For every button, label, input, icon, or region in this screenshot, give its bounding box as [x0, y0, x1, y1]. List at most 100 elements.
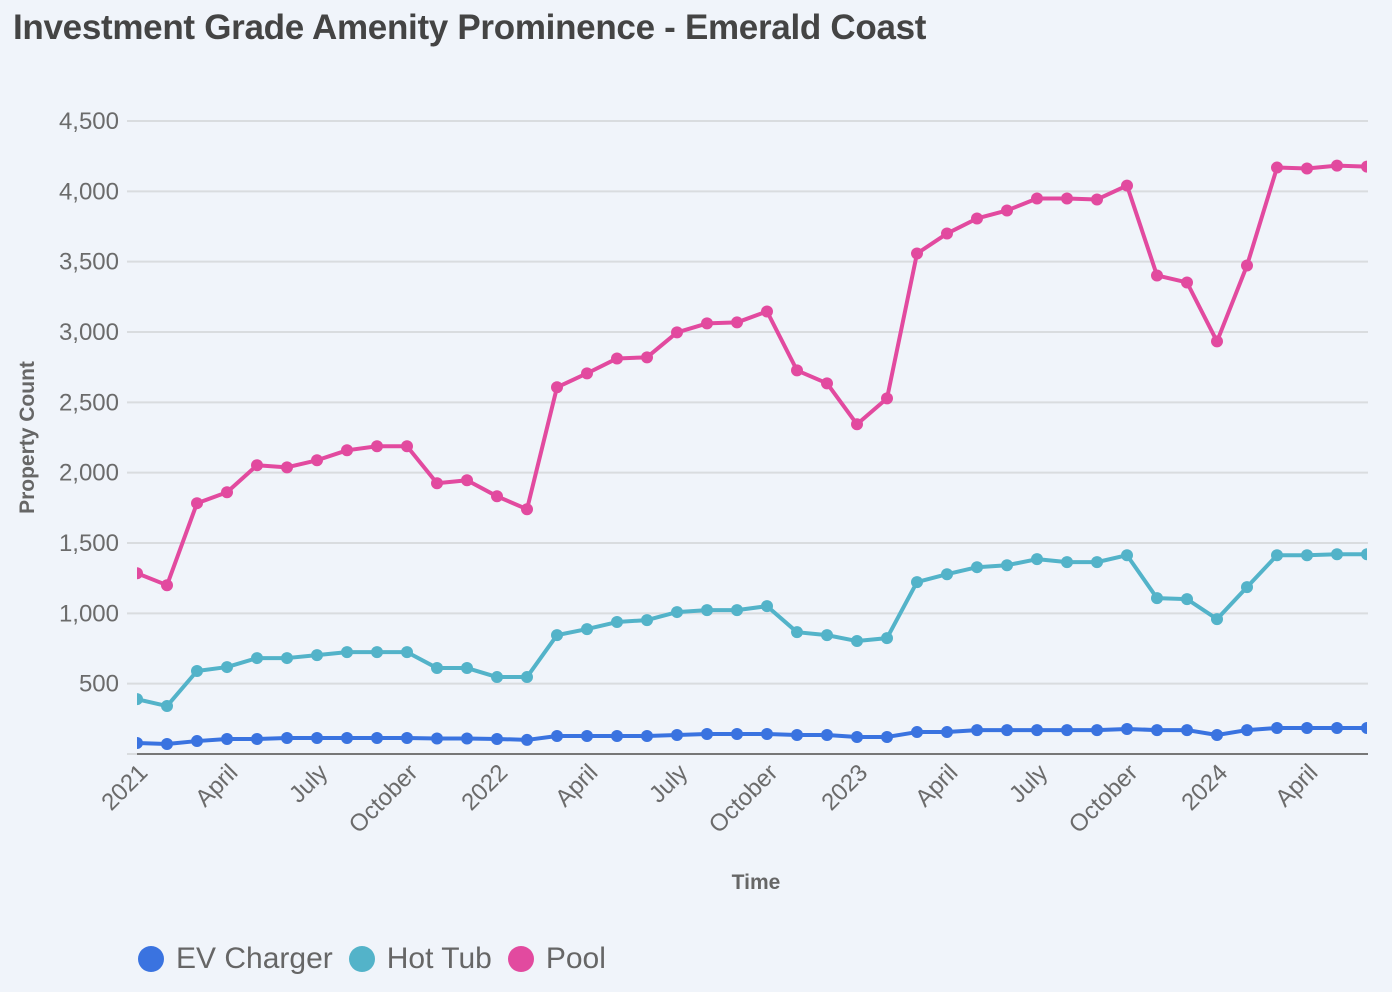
data-point[interactable] [791, 364, 803, 377]
data-point[interactable] [1301, 162, 1313, 175]
data-point[interactable] [821, 629, 833, 642]
data-point[interactable] [1241, 724, 1253, 737]
data-point[interactable] [161, 738, 173, 751]
data-point[interactable] [581, 729, 593, 742]
data-point[interactable] [1091, 556, 1103, 569]
data-point[interactable] [701, 604, 713, 617]
data-point[interactable] [401, 731, 413, 744]
data-point[interactable] [1151, 724, 1163, 737]
data-point[interactable] [551, 629, 563, 642]
data-point[interactable] [1061, 192, 1073, 205]
data-point[interactable] [761, 305, 773, 318]
data-point[interactable] [491, 490, 503, 503]
data-point[interactable] [821, 729, 833, 742]
data-point[interactable] [851, 730, 863, 743]
data-point[interactable] [611, 729, 623, 742]
data-point[interactable] [521, 671, 533, 684]
data-point[interactable] [581, 367, 593, 380]
data-point[interactable] [1031, 553, 1043, 566]
data-point[interactable] [671, 326, 683, 339]
data-point[interactable] [191, 497, 203, 510]
data-point[interactable] [1211, 613, 1223, 626]
data-point[interactable] [1211, 729, 1223, 742]
data-point[interactable] [1331, 159, 1343, 172]
data-point[interactable] [281, 652, 293, 665]
data-point[interactable] [341, 444, 353, 457]
data-point[interactable] [791, 729, 803, 742]
data-point[interactable] [311, 454, 323, 467]
data-point[interactable] [731, 316, 743, 329]
data-point[interactable] [1031, 724, 1043, 737]
data-point[interactable] [1301, 549, 1313, 562]
data-point[interactable] [371, 731, 383, 744]
data-point[interactable] [1061, 556, 1073, 569]
data-point[interactable] [911, 726, 923, 739]
data-point[interactable] [131, 567, 143, 580]
data-point[interactable] [1031, 192, 1043, 205]
data-point[interactable] [1271, 161, 1283, 174]
data-point[interactable] [761, 600, 773, 613]
data-point[interactable] [1271, 549, 1283, 562]
data-point[interactable] [371, 646, 383, 659]
legend-item-ev-charger[interactable]: EV Charger [138, 942, 333, 976]
data-point[interactable] [1151, 592, 1163, 605]
data-point[interactable] [941, 227, 953, 240]
data-point[interactable] [461, 732, 473, 745]
data-point[interactable] [941, 568, 953, 581]
data-point[interactable] [491, 732, 503, 745]
data-point[interactable] [881, 632, 893, 645]
data-point[interactable] [1301, 721, 1313, 734]
data-point[interactable] [161, 700, 173, 713]
data-point[interactable] [941, 726, 953, 739]
data-point[interactable] [881, 730, 893, 743]
data-point[interactable] [911, 576, 923, 589]
data-point[interactable] [641, 351, 653, 364]
data-point[interactable] [1001, 204, 1013, 217]
data-point[interactable] [311, 731, 323, 744]
data-point[interactable] [1271, 721, 1283, 734]
legend-item-pool[interactable]: Pool [507, 942, 606, 976]
data-point[interactable] [761, 728, 773, 741]
data-point[interactable] [971, 724, 983, 737]
data-point[interactable] [521, 733, 533, 746]
data-point[interactable] [551, 381, 563, 394]
data-point[interactable] [1331, 721, 1343, 734]
data-point[interactable] [1181, 276, 1193, 289]
data-point[interactable] [401, 440, 413, 453]
data-point[interactable] [131, 737, 143, 750]
data-point[interactable] [671, 729, 683, 742]
data-point[interactable] [431, 662, 443, 675]
data-point[interactable] [641, 614, 653, 627]
data-point[interactable] [611, 352, 623, 365]
data-point[interactable] [521, 503, 533, 516]
data-point[interactable] [971, 561, 983, 574]
data-point[interactable] [1061, 724, 1073, 737]
data-point[interactable] [461, 474, 473, 487]
data-point[interactable] [281, 731, 293, 744]
data-point[interactable] [1121, 179, 1133, 192]
legend-item-hot-tub[interactable]: Hot Tub [348, 942, 492, 976]
data-point[interactable] [221, 661, 233, 674]
data-point[interactable] [1091, 724, 1103, 737]
data-point[interactable] [1121, 549, 1133, 562]
data-point[interactable] [1241, 581, 1253, 594]
data-point[interactable] [431, 477, 443, 490]
data-point[interactable] [851, 635, 863, 648]
data-point[interactable] [191, 665, 203, 678]
data-point[interactable] [1181, 593, 1193, 606]
data-point[interactable] [1361, 160, 1373, 173]
data-point[interactable] [341, 646, 353, 659]
data-point[interactable] [251, 652, 263, 665]
data-point[interactable] [1361, 721, 1373, 734]
data-point[interactable] [191, 735, 203, 748]
data-point[interactable] [1151, 269, 1163, 282]
data-point[interactable] [221, 732, 233, 745]
data-point[interactable] [401, 646, 413, 659]
data-point[interactable] [251, 732, 263, 745]
data-point[interactable] [1001, 559, 1013, 572]
data-point[interactable] [911, 247, 923, 260]
data-point[interactable] [491, 671, 503, 684]
data-point[interactable] [341, 731, 353, 744]
data-point[interactable] [641, 729, 653, 742]
data-point[interactable] [431, 732, 443, 745]
